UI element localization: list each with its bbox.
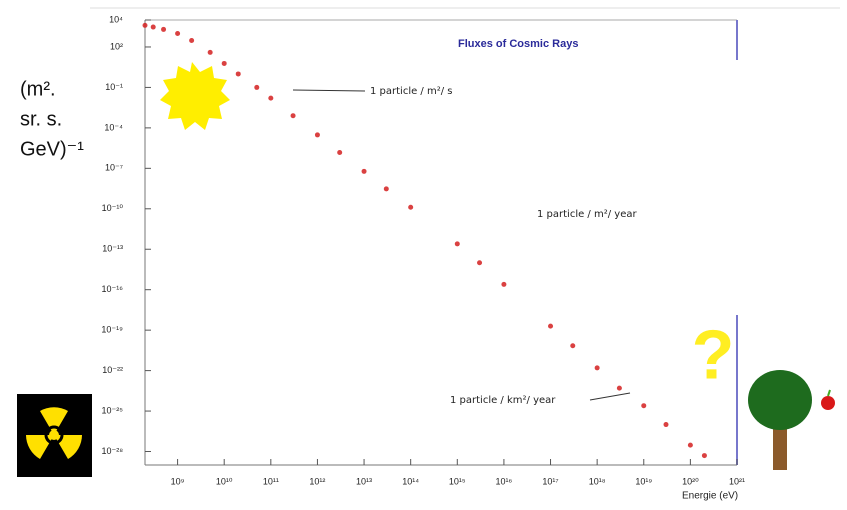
x-tick-label: 10¹² xyxy=(309,476,325,486)
data-point xyxy=(501,282,506,287)
x-tick-label: 10¹⁹ xyxy=(635,476,652,486)
y-tick-label: 10⁴ xyxy=(109,14,123,24)
data-point xyxy=(254,85,259,90)
x-tick-label: 10¹⁷ xyxy=(542,476,558,486)
y-tick-label: 10⁻²⁵ xyxy=(102,405,124,415)
y-tick-label: 10⁻²² xyxy=(102,365,123,375)
data-point xyxy=(702,453,707,458)
y-tick-label: 10⁻⁴ xyxy=(104,122,123,132)
y-tick-label: 10⁻¹ xyxy=(105,82,123,92)
y-tick-label: 10⁻²⁸ xyxy=(101,446,123,456)
y-tick-label: 10⁻¹⁹ xyxy=(101,325,123,335)
data-point xyxy=(268,96,273,101)
question-mark: ? xyxy=(692,315,735,393)
radiation-icon xyxy=(17,394,92,477)
chart: (m². sr. s. GeV)⁻¹ Fluxes of Cosmic Rays… xyxy=(0,0,847,510)
data-point xyxy=(408,205,413,210)
x-tick-label: 10²¹ xyxy=(729,476,745,486)
data-point xyxy=(570,343,575,348)
y-axis-label: (m². xyxy=(20,78,56,100)
data-point xyxy=(455,241,460,246)
data-point xyxy=(362,169,367,174)
annotation-arrow xyxy=(590,393,630,400)
y-tick-label: 10⁻⁷ xyxy=(105,163,123,173)
sun-icon xyxy=(160,62,230,130)
data-point xyxy=(548,324,553,329)
x-tick-label: 10²⁰ xyxy=(682,476,699,486)
data-point xyxy=(664,422,669,427)
x-tick-label: 10⁹ xyxy=(171,476,185,486)
y-axis-label: sr. s. xyxy=(20,108,62,130)
chart-title: Fluxes of Cosmic Rays xyxy=(458,38,578,50)
y-tick-label: 10² xyxy=(110,41,123,51)
y-tick-label: 10⁻¹⁰ xyxy=(102,203,124,213)
x-axis-label: Energie (eV) xyxy=(682,491,738,502)
y-tick-label: 10⁻¹³ xyxy=(102,244,123,254)
annotation-arrow xyxy=(293,90,365,91)
data-point xyxy=(477,260,482,265)
x-tick-label: 10¹⁸ xyxy=(589,476,606,486)
data-point xyxy=(161,27,166,32)
data-point xyxy=(688,443,693,448)
x-tick-label: 10¹⁵ xyxy=(449,476,466,486)
data-point xyxy=(315,132,320,137)
data-point xyxy=(337,150,342,155)
x-tick-label: 10¹⁴ xyxy=(402,476,419,486)
data-point xyxy=(222,61,227,66)
x-tick-label: 10¹⁶ xyxy=(496,476,513,486)
data-point xyxy=(175,31,180,36)
y-axis-label: GeV)⁻¹ xyxy=(20,138,84,160)
data-point xyxy=(143,23,148,28)
data-point xyxy=(236,71,241,76)
tree-icon xyxy=(748,370,835,470)
data-point xyxy=(291,113,296,118)
x-tick-label: 10¹³ xyxy=(356,476,372,486)
page: {"chart_data": {"type": "scatter", "titl… xyxy=(0,0,847,510)
x-tick-label: 10¹⁰ xyxy=(216,476,233,486)
data-point xyxy=(384,186,389,191)
data-point xyxy=(641,403,646,408)
data-point xyxy=(595,365,600,370)
data-point xyxy=(151,25,156,30)
x-tick-label: 10¹¹ xyxy=(263,476,279,486)
annotation: 1 particle / km²/ year xyxy=(450,395,556,406)
data-point xyxy=(189,38,194,43)
data-point xyxy=(617,386,622,391)
annotation: 1 particle / m²/ year xyxy=(537,209,637,220)
annotation: 1 particle / m²/ s xyxy=(370,86,453,97)
y-tick-label: 10⁻¹⁶ xyxy=(102,284,124,294)
data-point xyxy=(208,50,213,55)
